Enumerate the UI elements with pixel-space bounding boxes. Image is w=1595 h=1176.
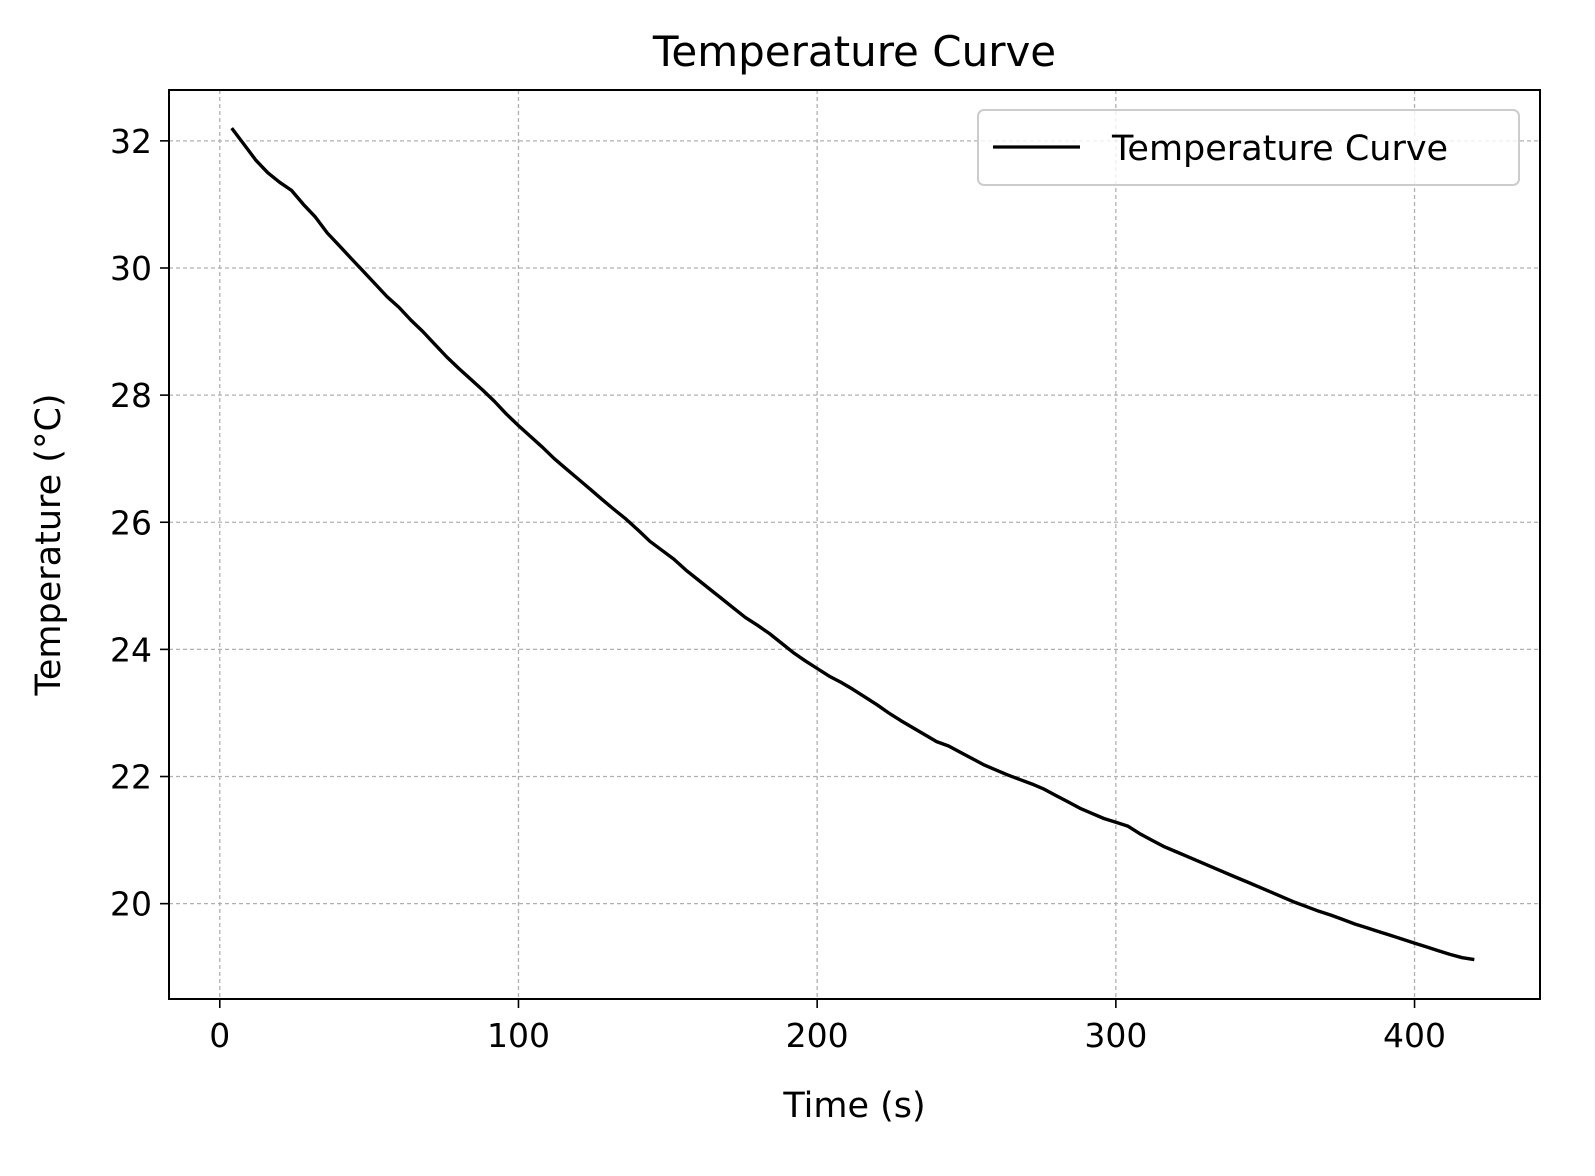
legend-label: Temperature Curve xyxy=(1111,129,1448,169)
y-tick-label: 26 xyxy=(110,503,152,542)
y-tick-label: 30 xyxy=(110,249,152,288)
chart-title: Temperature Curve xyxy=(652,27,1056,76)
legend: Temperature Curve xyxy=(977,109,1520,186)
x-tick-label: 0 xyxy=(209,1016,230,1055)
y-tick-label: 22 xyxy=(110,758,152,797)
y-tick-label: 20 xyxy=(110,885,152,924)
x-tick-label: 400 xyxy=(1383,1016,1446,1055)
y-tick-label: 32 xyxy=(110,122,152,161)
x-axis-label: Time (s) xyxy=(782,1086,925,1126)
series-layer xyxy=(230,127,1475,962)
plot-area-frame xyxy=(168,89,1541,1000)
legend-box xyxy=(977,109,1520,186)
axis-ticks: 0 100 200 300 400 20 22 24 26 28 30 32 xyxy=(110,122,1446,1055)
grid-lines xyxy=(169,90,1540,999)
y-tick-label: 28 xyxy=(110,376,152,415)
x-tick-label: 300 xyxy=(1084,1016,1147,1055)
x-tick-label: 200 xyxy=(786,1016,849,1055)
y-tick-label: 24 xyxy=(110,630,152,669)
y-axis-label: Temperature (°C) xyxy=(29,393,69,696)
series-line-temperature-curve xyxy=(230,127,1475,962)
x-tick-label: 100 xyxy=(487,1016,550,1055)
